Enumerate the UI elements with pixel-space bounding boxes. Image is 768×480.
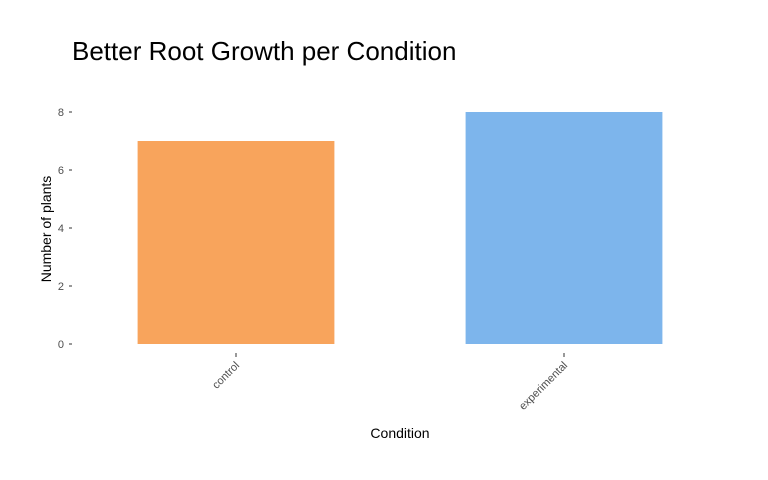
y-tick-label-3: 6 xyxy=(58,165,64,177)
x-axis: control experimental xyxy=(210,353,570,413)
x-tick-label-experimental: experimental xyxy=(517,360,570,413)
y-tick-label-2: 4 xyxy=(58,223,64,235)
y-axis-label: Number of plants xyxy=(38,176,54,283)
bar-control xyxy=(137,141,335,344)
y-axis: 0 2 4 6 8 xyxy=(58,107,72,351)
y-tick-label-1: 2 xyxy=(58,281,64,293)
x-tick-label-control: control xyxy=(210,360,242,392)
bars xyxy=(137,112,663,344)
y-tick-label-4: 8 xyxy=(58,107,64,119)
x-axis-label: Condition xyxy=(370,425,429,441)
y-tick-label-0: 0 xyxy=(58,339,64,351)
chart-title: Better Root Growth per Condition xyxy=(72,36,456,66)
bar-experimental xyxy=(465,112,663,344)
